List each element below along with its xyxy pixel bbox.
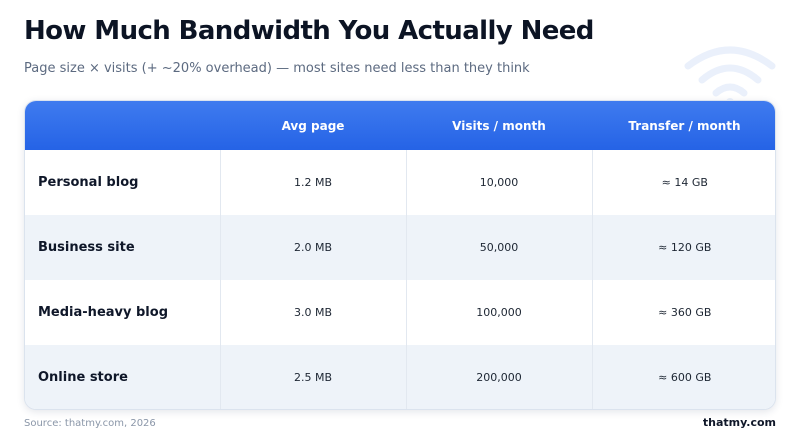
visits-cell: 100,000 — [406, 280, 593, 345]
column-header-site-type — [25, 101, 220, 150]
row-label: Business site — [25, 215, 221, 280]
transfer-cell: ≈ 360 GB — [658, 306, 712, 319]
table-row: Personal blog 1.2 MB 10,000 ≈ 14 GB — [25, 150, 775, 215]
wifi-icon — [684, 46, 776, 106]
avg-page-cell: 2.0 MB — [220, 215, 407, 280]
column-header-avg-page: Avg page — [281, 118, 345, 133]
table-row: Online store 2.5 MB 200,000 ≈ 600 GB — [25, 345, 775, 409]
page-title: How Much Bandwidth You Actually Need — [24, 16, 594, 46]
table-row: Media-heavy blog 3.0 MB 100,000 ≈ 360 GB — [25, 280, 775, 345]
bandwidth-table-card: Avg page Visits / month Transfer / month… — [24, 100, 776, 410]
row-label: Online store — [25, 345, 221, 409]
source-note: Source: thatmy.com, 2026 — [24, 418, 156, 429]
bandwidth-table: Avg page Visits / month Transfer / month… — [25, 101, 775, 409]
column-header-visits: Visits / month — [452, 118, 546, 133]
table-header-row: Avg page Visits / month Transfer / month — [25, 101, 775, 150]
transfer-cell: ≈ 14 GB — [661, 176, 708, 189]
transfer-cell: ≈ 120 GB — [658, 241, 712, 254]
avg-page-cell: 3.0 MB — [220, 280, 407, 345]
row-label: Media-heavy blog — [25, 280, 221, 345]
transfer-cell: ≈ 600 GB — [658, 371, 712, 384]
avg-page-cell: 2.5 MB — [220, 345, 407, 409]
table-row: Business site 2.0 MB 50,000 ≈ 120 GB — [25, 215, 775, 280]
column-header-transfer: Transfer / month — [628, 118, 741, 133]
visits-cell: 10,000 — [406, 150, 593, 215]
visits-cell: 200,000 — [406, 345, 593, 409]
visits-cell: 50,000 — [406, 215, 593, 280]
avg-page-cell: 1.2 MB — [220, 150, 407, 215]
row-label: Personal blog — [25, 150, 221, 215]
brand-label: thatmy.com — [702, 416, 776, 429]
page-subtitle: Page size × visits (+ ~20% overhead) — m… — [24, 61, 530, 76]
